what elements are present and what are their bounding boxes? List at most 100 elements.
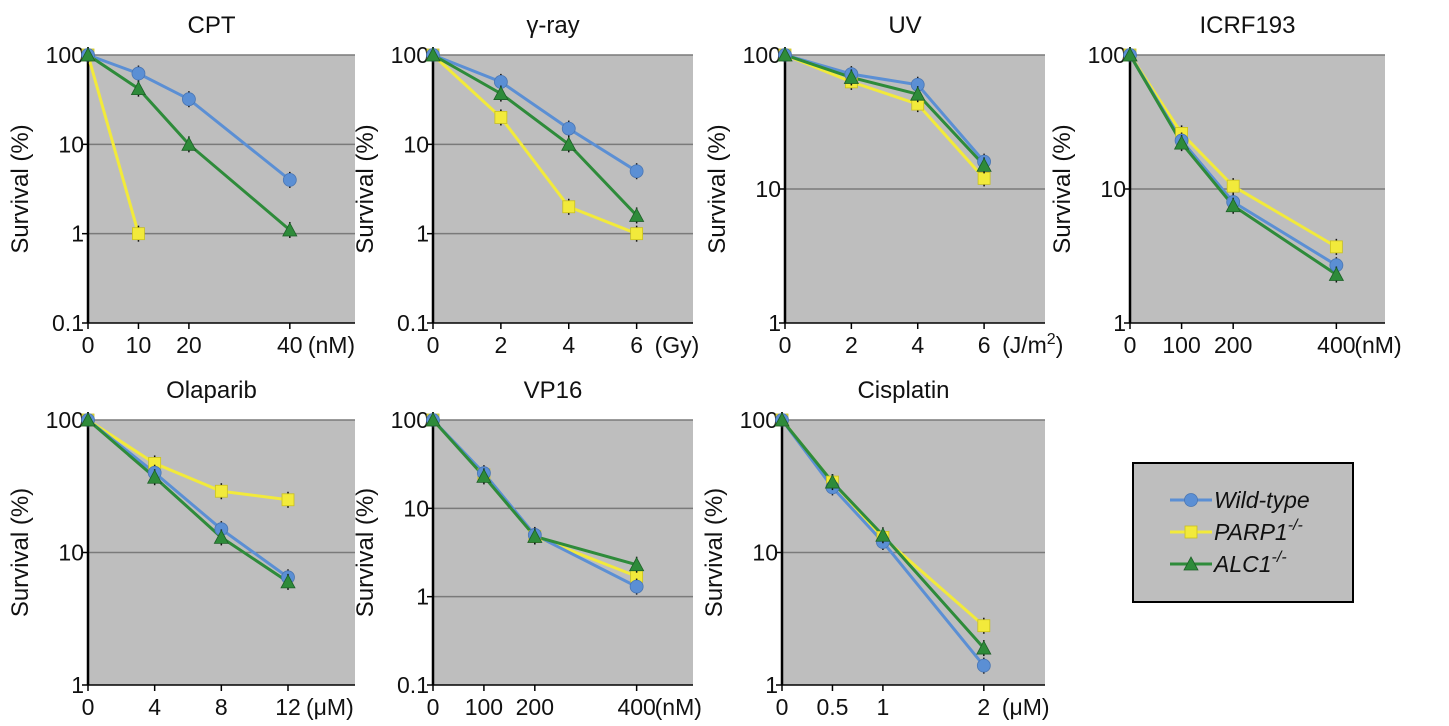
data-point-alc1 [561, 136, 577, 151]
y-axis-label: Survival (%) [701, 488, 728, 617]
x-tick-label: 400 [617, 694, 655, 720]
x-unit-text: (Gy) [655, 332, 700, 358]
y-tick-label: 10 [58, 131, 84, 157]
x-tick-label: 10 [126, 332, 152, 358]
series-line-parp1 [431, 53, 638, 236]
legend-label-superscript: -/- [1272, 549, 1287, 566]
x-tick-label: 40 [277, 332, 303, 358]
data-point-parp1 [562, 200, 576, 214]
data-point-wild-type [282, 172, 297, 187]
x-unit-label: (μM) [306, 694, 354, 720]
x-tick-label: 0 [1124, 332, 1137, 358]
data-point-wild-type [131, 66, 146, 81]
y-axis-label: Survival (%) [1049, 124, 1076, 253]
x-tick-label: 12 [275, 694, 301, 720]
series-line-alc1 [87, 53, 291, 232]
series-line-wild-type [432, 53, 638, 173]
chart-panel: 1 10 100 0 0.5 1 2 (μM) Cisplatin Survival (%) [701, 377, 1050, 720]
series-line-alc1 [1128, 54, 1338, 276]
data-point-wild-type [976, 658, 991, 673]
chart-title: γ-ray [526, 12, 579, 39]
data-point-parp1 [1329, 240, 1343, 254]
x-unit-text: (nM) [655, 694, 702, 720]
y-tick-label: 10 [755, 176, 781, 202]
x-tick-label: 6 [630, 332, 643, 358]
data-point-parp1 [494, 111, 508, 124]
series-line-parp1 [784, 53, 986, 180]
series-line-wild-type [780, 419, 985, 667]
data-point-alc1 [493, 85, 509, 100]
series-line-alc1 [780, 419, 985, 650]
x-tick-label: 100 [465, 694, 503, 720]
y-tick-label: 1 [1113, 310, 1126, 336]
data-point-parp1 [132, 227, 145, 241]
legend-label-superscript: -/- [1288, 517, 1303, 534]
chart-panel: 1 10 100 0 4 8 12 (μM) Olaparib Survival (%) [7, 377, 355, 720]
y-tick-label: 10 [58, 540, 84, 566]
chart-panel: 0.1 1 10 100 0 100 200 400(nM) VP16 Survival (%) [352, 377, 702, 720]
data-point-alc1 [80, 47, 96, 62]
data-point-parp1 [281, 493, 295, 507]
y-tick-label: 1 [416, 584, 429, 610]
x-tick-label: 400 [1317, 332, 1355, 358]
plot-area [433, 55, 693, 323]
x-tick-label: 4 [148, 694, 161, 720]
chart-panel: 1 10 100 0 100 200 400(nM) ICRF193 Survival (%) [1049, 12, 1402, 358]
data-point-alc1 [476, 468, 492, 483]
y-tick-label: 100 [740, 407, 778, 433]
x-unit-label: (Gy) [655, 332, 700, 358]
series-line-parp1 [86, 54, 140, 235]
series-line-wild-type [87, 53, 291, 182]
data-point-wild-type [182, 92, 196, 107]
data-point-alc1 [213, 529, 230, 544]
x-tick-label: 0.5 [816, 694, 848, 720]
y-axis-label: Survival (%) [704, 124, 731, 253]
x-unit-label: (nM) [308, 332, 355, 358]
series-line-parp1 [87, 418, 289, 502]
x-tick-label: 2 [494, 332, 507, 358]
x-tick-label: 0 [779, 332, 792, 358]
y-tick-label: 1 [416, 221, 429, 247]
y-tick-label: 1 [71, 221, 84, 247]
x-tick-label: 0 [82, 694, 95, 720]
x-unit-text: ) [1056, 332, 1064, 358]
data-point-wild-type [561, 121, 576, 136]
legend-label: PARP1-/- [1214, 517, 1303, 545]
y-tick-label: 0.1 [52, 310, 84, 336]
x-unit-text: (J/m [1002, 332, 1047, 358]
data-point-alc1 [527, 528, 543, 543]
y-axis-label: Survival (%) [352, 124, 379, 253]
data-point-parp1 [630, 227, 644, 241]
data-point-alc1 [425, 47, 441, 62]
data-point-alc1 [425, 412, 441, 427]
data-point-alc1 [146, 469, 163, 484]
y-tick-label: 100 [46, 407, 84, 433]
chart-title: VP16 [524, 377, 583, 404]
chart-title: CPT [188, 12, 236, 39]
y-axis-label: Survival (%) [352, 488, 379, 617]
chart-panel: 0.1 1 10 100 0 2 4 6 (Gy) γ-ray Survival (%) [352, 12, 699, 358]
data-point-wild-type [629, 579, 644, 594]
chart-title: Cisplatin [857, 377, 949, 404]
data-point-alc1 [1328, 266, 1345, 281]
data-point-alc1 [910, 86, 926, 101]
chart-title: UV [888, 12, 921, 39]
x-tick-label: 20 [176, 332, 202, 358]
x-unit-label: (μM) [1002, 694, 1050, 720]
data-point-parp1 [977, 619, 991, 633]
y-tick-label: 10 [403, 131, 429, 157]
chart-title: ICRF193 [1199, 12, 1295, 39]
legend-label: ALC1-/- [1212, 549, 1287, 577]
data-point-alc1 [1122, 47, 1138, 62]
y-tick-label: 10 [1100, 176, 1126, 202]
x-tick-label: 0 [82, 332, 95, 358]
legend-box [1132, 462, 1354, 603]
x-tick-label: 0 [427, 332, 440, 358]
plot-area [88, 55, 355, 323]
y-axis-label: Survival (%) [7, 488, 34, 617]
x-tick-label: 4 [911, 332, 924, 358]
y-tick-label: 100 [743, 42, 781, 68]
data-point-alc1 [130, 80, 147, 96]
